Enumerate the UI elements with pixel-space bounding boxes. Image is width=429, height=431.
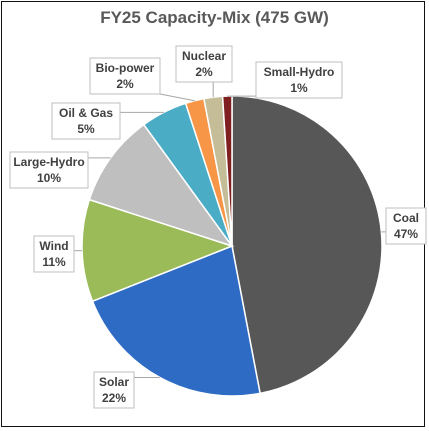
data-label: Nuclear 2% — [175, 45, 233, 83]
pie-slice-solar — [91, 244, 261, 397]
data-label-box — [255, 61, 343, 99]
data-label-box — [89, 57, 161, 95]
data-label-name: Small-Hydro — [264, 65, 335, 79]
data-label: Oil & Gas 5% — [51, 102, 121, 140]
data-label-name: Large-Hydro — [13, 155, 84, 169]
data-labels: Coal 47% Solar 22% Wind 11% Large-Hydro 10% Oil … — [9, 45, 427, 409]
data-label-box — [93, 371, 135, 409]
leader-line — [159, 93, 195, 102]
data-label-name: Coal — [393, 211, 419, 225]
data-label-box — [51, 102, 121, 140]
chart-title: FY25 Capacity-Mix (475 GW) — [100, 8, 329, 27]
data-label-box — [175, 45, 233, 83]
data-label-value: 47% — [394, 227, 418, 241]
data-label-box — [9, 151, 89, 189]
data-label-name: Bio-power — [96, 61, 155, 75]
leader-lines — [74, 82, 386, 378]
data-label-value: 2% — [195, 65, 213, 79]
data-label-value: 5% — [77, 122, 95, 136]
data-label: Small-Hydro 1% — [255, 61, 343, 99]
data-label: Large-Hydro 10% — [9, 151, 89, 189]
data-label-value: 10% — [37, 171, 61, 185]
data-label: Solar 22% — [93, 371, 135, 409]
data-label-value: 11% — [42, 255, 66, 269]
data-label-box — [33, 235, 75, 273]
data-label: Coal 47% — [385, 207, 427, 245]
pie-slice-wind — [81, 198, 235, 303]
pie-slices — [81, 95, 383, 397]
data-label-value: 2% — [116, 77, 134, 91]
data-label-name: Wind — [39, 239, 68, 253]
data-label-name: Nuclear — [182, 49, 226, 63]
data-label-value: 1% — [290, 81, 308, 95]
data-label-name: Oil & Gas — [59, 106, 113, 120]
data-label-name: Solar — [99, 375, 129, 389]
data-label-value: 22% — [102, 391, 126, 405]
pie-slice-coal — [231, 95, 383, 395]
data-label-box — [385, 207, 427, 245]
data-label: Bio-power 2% — [89, 57, 161, 95]
data-label: Wind 11% — [33, 235, 75, 273]
